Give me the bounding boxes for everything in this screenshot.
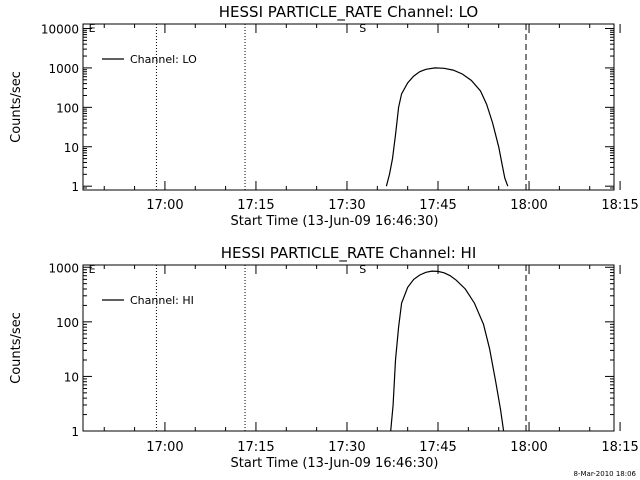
x-tick-label: 18:00 [510, 440, 547, 455]
y-axis-label: Counts/sec [9, 71, 24, 143]
series-line [390, 270, 505, 432]
x-tick-label: 17:45 [419, 198, 456, 213]
chart-panel-hi: HESSI PARTICLE_RATE Channel: HI 1 10 100 100… [9, 244, 639, 471]
series-line [385, 67, 509, 187]
y-tick-label: 1000 [48, 261, 79, 275]
x-axis-label: Start Time (13-Jun-09 16:46:30) [231, 214, 439, 229]
chart-panel-lo: HESSI PARTICLE_RATE Channel: LO 1 10 100 100… [9, 3, 639, 229]
y-tick-label: 1000 [48, 62, 79, 76]
x-tick-label: 18:15 [601, 440, 638, 455]
y-tick-label: 100 [56, 101, 79, 115]
y-tick-label: 1 [71, 180, 79, 194]
x-tick-label: 17:45 [419, 440, 456, 455]
x-tick-label: 17:00 [146, 198, 183, 213]
chart-title: HESSI PARTICLE_RATE Channel: LO [219, 3, 478, 22]
plot-frame [82, 264, 615, 432]
legend-label: Channel: LO [130, 53, 197, 66]
y-tick-label: 10 [64, 141, 79, 155]
y-tick-label: 10 [64, 370, 79, 384]
x-tick-label: 18:15 [601, 198, 638, 213]
chart-title: HESSI PARTICLE_RATE Channel: HI [221, 244, 477, 263]
y-tick-label: 100 [56, 316, 79, 330]
event-marker-label: S [359, 263, 366, 276]
y-axis-label: Counts/sec [9, 312, 24, 384]
event-marker-label: E [89, 263, 96, 276]
plot-frame [82, 23, 615, 191]
footer-timestamp: 8-Mar-2010 18:06 [573, 470, 636, 478]
legend-label: Channel: HI [130, 294, 194, 307]
x-tick-label: 17:30 [328, 198, 365, 213]
x-axis-label: Start Time (13-Jun-09 16:46:30) [231, 456, 439, 471]
x-tick-label: 17:15 [237, 198, 274, 213]
event-marker-label: S [359, 22, 366, 35]
x-tick-label: 17:30 [328, 440, 365, 455]
y-tick-label: 10000 [41, 22, 79, 36]
event-marker-label: E [89, 22, 96, 35]
x-tick-label: 17:15 [237, 440, 274, 455]
y-tick-label: 1 [71, 425, 79, 439]
x-tick-label: 17:00 [146, 440, 183, 455]
x-tick-label: 18:00 [510, 198, 547, 213]
